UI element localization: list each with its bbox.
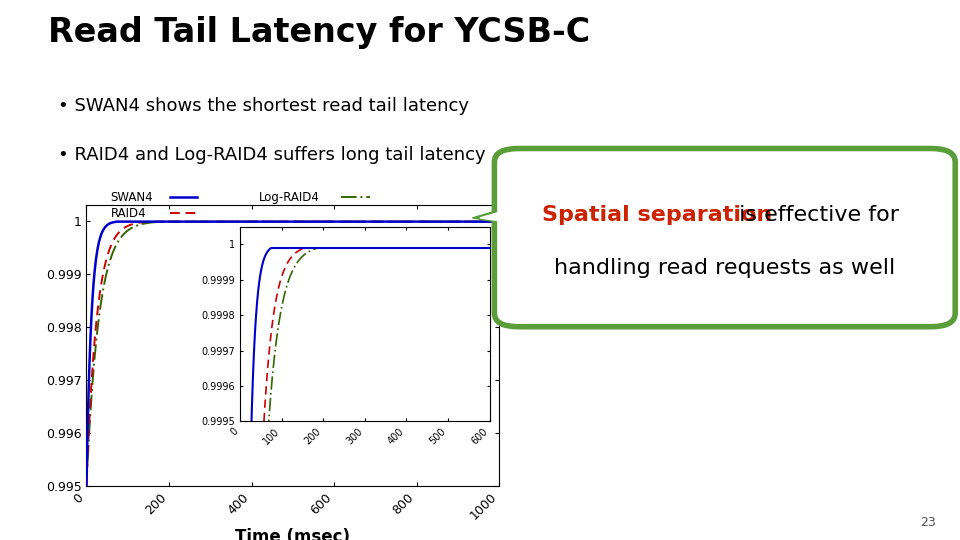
Text: Log-RAID4: Log-RAID4 [259,191,320,204]
Text: • RAID4 and Log-RAID4 suffers long tail latency: • RAID4 and Log-RAID4 suffers long tail … [58,146,485,164]
X-axis label: Time (msec): Time (msec) [235,528,350,540]
Text: • SWAN4 shows the shortest read tail latency: • SWAN4 shows the shortest read tail lat… [58,97,468,115]
Text: 23: 23 [921,516,936,529]
Text: is effective for: is effective for [732,205,900,225]
Text: Read Tail Latency for YCSB-C: Read Tail Latency for YCSB-C [48,16,590,49]
Text: SWAN4: SWAN4 [110,191,153,204]
Text: RAID4: RAID4 [110,207,146,220]
Text: Spatial separation: Spatial separation [542,205,773,225]
Text: handling read requests as well: handling read requests as well [554,258,896,278]
